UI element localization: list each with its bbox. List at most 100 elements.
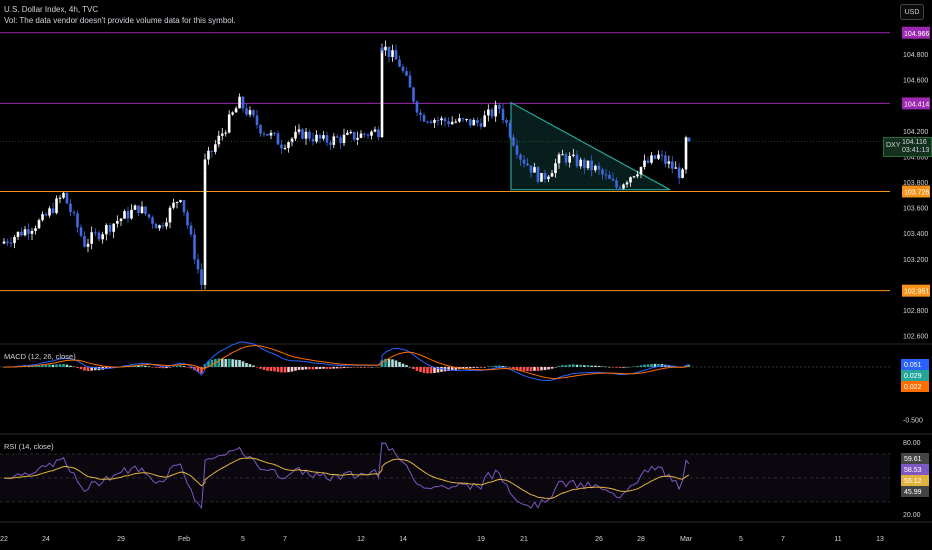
macd-histogram-bar bbox=[144, 365, 147, 367]
macd-histogram-bar bbox=[269, 366, 273, 372]
level-price-label: 104.966 bbox=[904, 31, 929, 38]
candle bbox=[384, 46, 387, 51]
candle bbox=[165, 222, 168, 227]
candle bbox=[79, 227, 83, 236]
macd-histogram-bar bbox=[394, 360, 398, 367]
candle bbox=[34, 228, 37, 232]
macd-histogram-bar bbox=[615, 366, 618, 368]
rsi-tick-label: 20.00 bbox=[903, 512, 921, 519]
macd-histogram-bar bbox=[632, 366, 636, 367]
macd-histogram-bar bbox=[363, 366, 366, 368]
candle bbox=[112, 223, 115, 232]
macd-histogram-bar bbox=[422, 366, 426, 373]
candle bbox=[41, 214, 44, 221]
candle bbox=[315, 134, 318, 142]
candle bbox=[622, 184, 625, 189]
macd-histogram-bar bbox=[490, 366, 494, 367]
candle bbox=[590, 160, 593, 171]
macd-value-label: 0.051 bbox=[904, 362, 922, 369]
candle bbox=[224, 132, 228, 134]
macd-histogram-bar bbox=[51, 364, 55, 367]
macd-histogram-bar bbox=[625, 366, 629, 368]
time-tick-label: 5 bbox=[739, 536, 743, 543]
candle bbox=[356, 137, 359, 140]
macd-histogram-bar bbox=[200, 366, 203, 374]
macd-histogram-bar bbox=[83, 366, 86, 371]
macd-histogram-bar bbox=[564, 365, 568, 367]
macd-histogram-bar bbox=[639, 365, 643, 367]
chart-title: U.S. Dollar Index, 4h, TVC bbox=[4, 5, 99, 14]
macd-histogram-bar bbox=[384, 358, 387, 367]
descending-triangle bbox=[510, 101, 671, 191]
candle bbox=[231, 112, 234, 115]
macd-histogram-bar bbox=[151, 366, 154, 368]
macd-histogram-bar bbox=[561, 365, 564, 367]
candle bbox=[322, 135, 325, 139]
macd-histogram-bar bbox=[349, 366, 353, 368]
macd-histogram-bar bbox=[366, 366, 370, 368]
macd-histogram-bar bbox=[479, 366, 483, 368]
candle bbox=[234, 108, 238, 113]
candle bbox=[97, 232, 101, 240]
macd-histogram-bar bbox=[508, 366, 512, 368]
macd-histogram-bar bbox=[547, 366, 550, 370]
candle bbox=[601, 169, 604, 175]
candle bbox=[684, 137, 688, 170]
macd-histogram-bar bbox=[137, 365, 140, 367]
candle bbox=[632, 176, 636, 178]
candle bbox=[283, 147, 287, 149]
candle bbox=[447, 121, 450, 125]
macd-value-label: 0.029 bbox=[904, 373, 922, 380]
candle bbox=[597, 165, 601, 170]
macd-histogram-bar bbox=[412, 366, 415, 369]
macd-histogram-bar bbox=[594, 365, 597, 367]
candle bbox=[30, 231, 34, 234]
macd-histogram-bar bbox=[408, 366, 412, 368]
macd-histogram-bar bbox=[182, 366, 186, 367]
macd-histogram-bar bbox=[79, 366, 83, 370]
candle bbox=[259, 125, 262, 134]
time-tick-label: Feb bbox=[178, 536, 190, 543]
candle bbox=[650, 155, 653, 163]
macd-histogram-bar bbox=[543, 366, 547, 371]
candle bbox=[27, 229, 30, 234]
candle bbox=[674, 167, 678, 169]
candle bbox=[458, 118, 461, 122]
candle bbox=[526, 163, 529, 166]
macd-histogram-bar bbox=[391, 359, 394, 367]
rsi-value-label: 58.53 bbox=[904, 467, 922, 474]
candle bbox=[687, 137, 691, 142]
macd-histogram-bar bbox=[76, 366, 79, 368]
macd-histogram-bar bbox=[339, 366, 342, 369]
macd-histogram-bar bbox=[94, 366, 97, 371]
macd-histogram-bar bbox=[41, 365, 44, 367]
macd-histogram-bar bbox=[465, 366, 468, 369]
rsi-value-label: 59.61 bbox=[904, 456, 922, 463]
macd-histogram-bar bbox=[342, 366, 346, 369]
candle bbox=[667, 161, 671, 164]
macd-histogram-bar bbox=[687, 364, 691, 367]
price-tick-label: 103.400 bbox=[903, 231, 928, 238]
volume-note: Vol: The data vendor doesn't provide vol… bbox=[4, 16, 236, 25]
candle bbox=[182, 200, 186, 213]
rsi-value-tag bbox=[901, 475, 929, 486]
candle bbox=[175, 201, 179, 203]
candle bbox=[608, 174, 611, 179]
candle bbox=[554, 163, 557, 174]
candle bbox=[90, 232, 93, 244]
macd-histogram-bar bbox=[30, 366, 34, 367]
rsi-value-label: 55.12 bbox=[904, 478, 922, 485]
macd-histogram-bar bbox=[241, 361, 245, 367]
macd-histogram-bar bbox=[653, 363, 657, 367]
candle bbox=[297, 129, 301, 132]
macd-histogram-bar bbox=[461, 366, 465, 369]
time-tick-label: 7 bbox=[781, 536, 785, 543]
candle bbox=[287, 142, 290, 148]
macd-histogram-bar bbox=[108, 366, 112, 369]
price-tick-label: 104.600 bbox=[903, 78, 928, 85]
candle bbox=[108, 225, 112, 232]
currency-button[interactable]: USD bbox=[900, 4, 924, 20]
candle bbox=[398, 59, 401, 67]
candle bbox=[579, 159, 582, 167]
